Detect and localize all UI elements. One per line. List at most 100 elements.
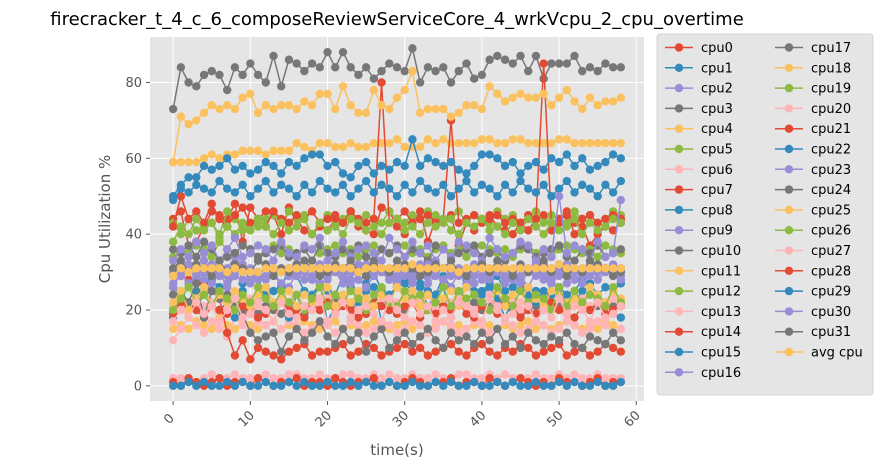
data-point-cpu29 xyxy=(300,377,309,387)
data-point-cpu6 xyxy=(539,320,548,330)
data-point-cpu11 xyxy=(415,142,425,152)
data-point-cpu27 xyxy=(400,313,409,322)
legend-label: avg cpu xyxy=(811,346,863,361)
data-point-cpu11 xyxy=(238,146,247,155)
data-point-cpu10 xyxy=(307,59,317,68)
data-point-cpu11 xyxy=(539,138,548,148)
data-point-cpu30 xyxy=(269,256,278,265)
data-point-cpu22 xyxy=(608,188,618,197)
data-point-cpu22 xyxy=(369,188,379,197)
data-point-cpu6 xyxy=(408,317,417,326)
data-point-cpu5 xyxy=(500,245,510,254)
data-point-cpu19 xyxy=(323,226,332,235)
data-point-cpu11 xyxy=(300,142,309,152)
data-point-cpu24 xyxy=(524,328,533,337)
legend-label: cpu14 xyxy=(701,325,741,340)
data-point-cpu7 xyxy=(369,343,379,353)
data-point-cpu22 xyxy=(554,184,564,193)
data-point-cpu12 xyxy=(431,211,440,220)
data-point-cpu22 xyxy=(423,184,433,193)
data-point-cpu29 xyxy=(284,377,294,387)
data-point-cpu15 xyxy=(439,161,448,171)
data-point-cpu18 xyxy=(307,101,317,110)
data-point-cpu20 xyxy=(516,305,525,315)
data-point-cpu7 xyxy=(338,339,348,349)
data-point-cpu19 xyxy=(361,226,371,235)
legend-label: cpu8 xyxy=(701,203,733,218)
data-point-cpu19 xyxy=(261,222,270,231)
data-point-cpu10 xyxy=(199,70,209,80)
data-point-cpu23 xyxy=(277,279,286,288)
legend-item-cpu13: cpu13 xyxy=(665,305,741,320)
data-point-cpu6 xyxy=(593,317,602,326)
data-point-cpu24 xyxy=(277,347,286,356)
data-point-cpu29 xyxy=(377,381,386,391)
data-point-cpu14 xyxy=(199,218,209,227)
data-point-cpu18 xyxy=(415,108,425,118)
data-point-avg-cpu xyxy=(570,264,579,273)
data-point-avg-cpu xyxy=(477,264,487,273)
data-point-cpu15 xyxy=(469,161,479,171)
legend-label: cpu31 xyxy=(811,325,851,340)
data-point-cpu18 xyxy=(361,108,371,118)
data-point-cpu18 xyxy=(253,108,263,118)
data-point-cpu26 xyxy=(431,298,440,307)
data-point-cpu7 xyxy=(616,347,626,356)
data-point-cpu27 xyxy=(508,309,517,318)
data-point-cpu6 xyxy=(238,320,247,330)
data-point-cpu19 xyxy=(578,229,587,239)
data-point-cpu27 xyxy=(246,309,255,318)
data-point-cpu19 xyxy=(454,229,463,239)
data-point-cpu16 xyxy=(500,279,510,288)
data-point-cpu29 xyxy=(524,381,533,391)
data-point-cpu27 xyxy=(524,302,533,311)
data-point-cpu27 xyxy=(423,302,433,311)
data-point-cpu7 xyxy=(277,355,286,364)
data-point-cpu29 xyxy=(562,381,572,391)
data-point-cpu6 xyxy=(562,317,572,326)
data-point-cpu30 xyxy=(570,241,579,250)
data-point-cpu11 xyxy=(616,138,626,148)
data-point-cpu19 xyxy=(524,214,533,224)
data-point-cpu22 xyxy=(439,180,448,190)
data-point-cpu14 xyxy=(500,218,510,227)
data-point-cpu18 xyxy=(477,104,487,114)
legend-item-cpu12: cpu12 xyxy=(665,285,741,300)
data-point-cpu14 xyxy=(292,211,301,220)
data-point-cpu29 xyxy=(192,381,201,391)
data-point-cpu26 xyxy=(323,302,332,311)
data-point-cpu14 xyxy=(284,218,294,227)
data-point-cpu18 xyxy=(439,104,448,114)
data-point-cpu13 xyxy=(284,370,294,379)
data-point-cpu11 xyxy=(547,138,556,148)
data-point-avg-cpu xyxy=(253,267,263,277)
data-point-cpu4 xyxy=(485,320,494,330)
data-point-cpu7 xyxy=(269,351,278,360)
data-point-cpu23 xyxy=(562,279,572,288)
data-point-avg-cpu xyxy=(516,264,525,273)
legend-item-cpu20: cpu20 xyxy=(775,102,851,117)
data-point-cpu27 xyxy=(500,313,510,322)
legend-marker xyxy=(784,185,794,194)
data-point-cpu11 xyxy=(431,138,440,148)
data-point-cpu6 xyxy=(462,324,471,334)
data-point-cpu6 xyxy=(385,320,394,330)
data-point-cpu23 xyxy=(547,275,556,284)
data-point-cpu24 xyxy=(346,336,355,345)
data-point-cpu23 xyxy=(338,279,348,288)
legend-marker xyxy=(674,327,684,336)
data-point-cpu7 xyxy=(531,351,541,360)
data-point-cpu10 xyxy=(601,59,610,68)
data-point-cpu27 xyxy=(585,317,595,326)
data-point-cpu8 xyxy=(477,290,487,300)
data-point-cpu26 xyxy=(346,286,355,296)
data-point-cpu27 xyxy=(593,298,602,307)
data-point-cpu7 xyxy=(462,351,471,360)
data-point-cpu15 xyxy=(246,169,255,178)
data-point-cpu31 xyxy=(346,256,355,265)
data-point-cpu10 xyxy=(207,66,216,76)
data-point-cpu10 xyxy=(408,44,417,53)
data-point-cpu15 xyxy=(300,154,309,163)
data-point-cpu27 xyxy=(369,309,379,318)
data-point-cpu7 xyxy=(284,347,294,356)
